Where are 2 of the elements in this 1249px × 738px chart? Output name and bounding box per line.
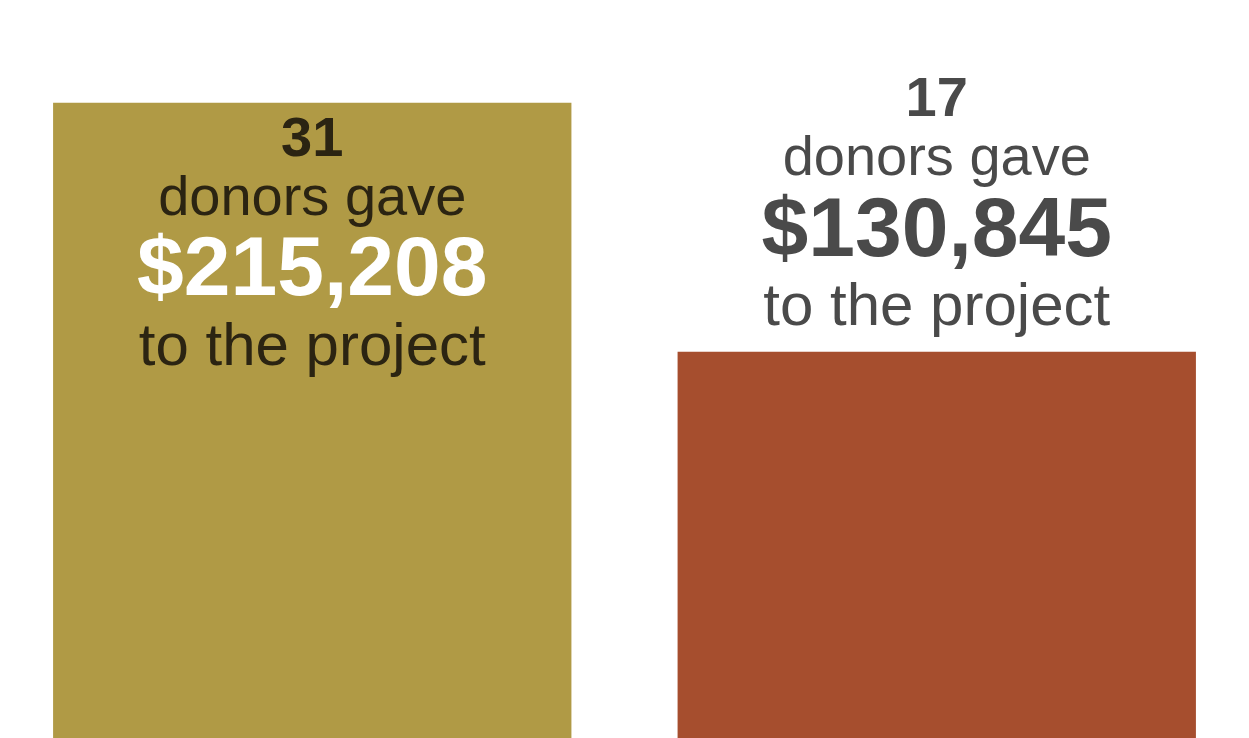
data-label: 31 donors gave $215,208 to the project bbox=[137, 105, 488, 379]
data-label: 17 donors gave $130,845 to the project bbox=[761, 65, 1112, 339]
